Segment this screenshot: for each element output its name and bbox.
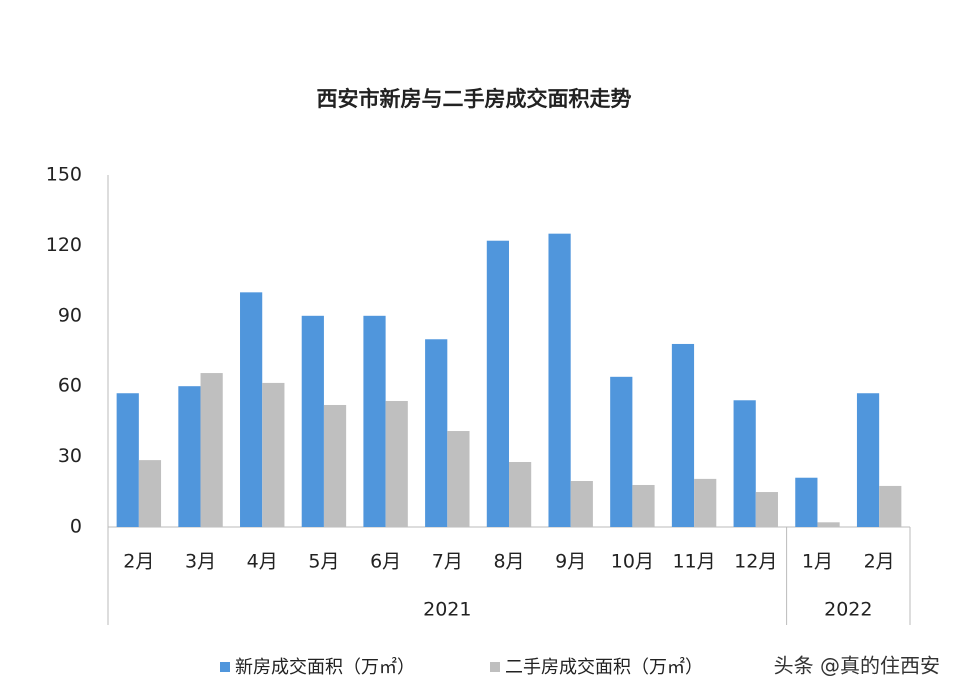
x-tick-label: 7月 [432, 551, 463, 573]
x-tick-label: 5月 [308, 551, 339, 573]
y-tick-label: 60 [58, 375, 82, 397]
group-label: 2022 [824, 599, 872, 621]
legend-label: 二手房成交面积（万㎡） [505, 656, 703, 678]
x-tick-label: 6月 [370, 551, 401, 573]
bar [509, 461, 532, 527]
x-tick-label: 1月 [802, 551, 833, 573]
y-tick-label: 120 [46, 234, 82, 256]
bar [385, 400, 408, 527]
x-tick-label: 10月 [611, 551, 654, 573]
x-tick-label: 12月 [734, 551, 777, 573]
x-tick-label: 3月 [185, 551, 216, 573]
y-tick-label: 90 [58, 304, 82, 326]
bar [879, 485, 902, 527]
watermark: 头条 @真的住西安 [774, 654, 940, 678]
bar [425, 339, 448, 527]
bar [570, 481, 593, 527]
bar [548, 233, 571, 527]
bar [755, 492, 778, 527]
chart-title: 西安市新房与二手房成交面积走势 [317, 87, 632, 111]
x-tick-label: 8月 [493, 551, 524, 573]
legend-label: 新房成交面积（万㎡） [235, 656, 415, 678]
bar [795, 477, 818, 527]
bar [138, 460, 162, 527]
legend-swatch [220, 662, 230, 672]
bar [632, 484, 655, 527]
bar [486, 240, 509, 527]
x-tick-label: 4月 [247, 551, 278, 573]
bar [733, 400, 756, 527]
bar [178, 386, 201, 527]
bar [856, 393, 880, 527]
y-tick-label: 150 [46, 164, 82, 186]
y-tick-label: 30 [58, 445, 82, 467]
bar [200, 373, 223, 527]
y-tick-label: 0 [70, 516, 82, 538]
bar [363, 315, 386, 527]
bar [694, 478, 717, 527]
bar [817, 522, 840, 527]
bar [610, 376, 633, 527]
bar [240, 292, 263, 527]
legend-swatch [490, 662, 500, 672]
bar [323, 404, 347, 527]
bar [671, 343, 695, 527]
bar [262, 382, 285, 527]
bar [301, 315, 324, 527]
bar [116, 393, 139, 527]
x-tick-label: 2月 [864, 551, 895, 573]
x-tick-label: 2月 [123, 551, 154, 573]
group-label: 2021 [423, 599, 471, 621]
bar [447, 431, 470, 527]
x-tick-label: 11月 [672, 551, 715, 573]
x-tick-label: 9月 [555, 551, 586, 573]
